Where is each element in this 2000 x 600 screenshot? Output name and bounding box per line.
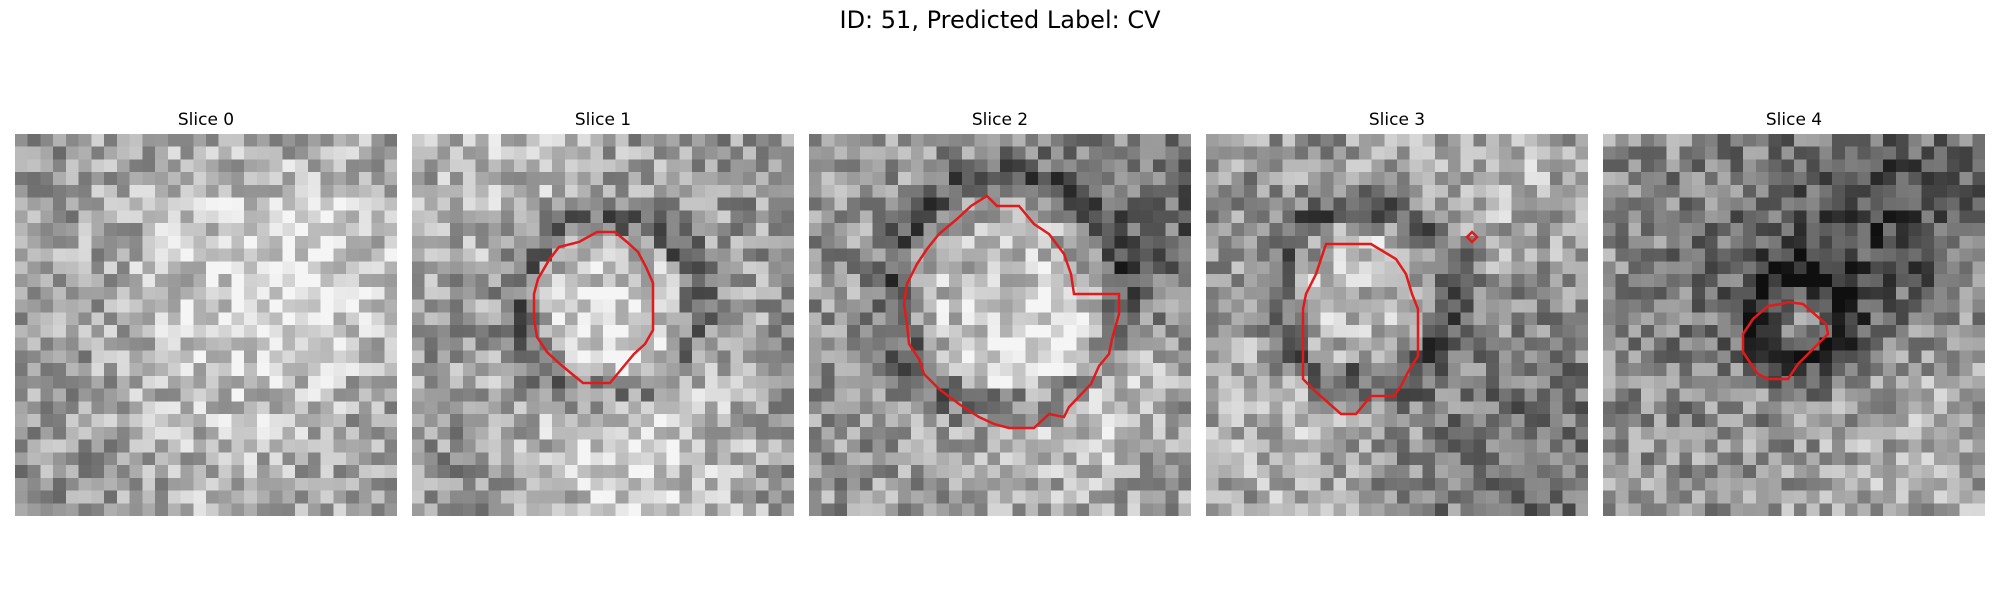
slice-title: Slice 1	[574, 110, 632, 130]
segmentation-contour	[532, 230, 655, 385]
grayscale-slice-image	[1206, 134, 1588, 516]
slice-image	[809, 134, 1191, 516]
segmentation-contour-overlay	[532, 230, 655, 385]
slice-panel-4: Slice 4	[1603, 110, 1985, 516]
slice-title: Slice 2	[971, 110, 1029, 130]
segmentation-contour	[1741, 300, 1830, 381]
segmentation-contour-overlay	[902, 194, 1121, 430]
slice-title: Slice 4	[1765, 110, 1823, 130]
grayscale-slice-image	[15, 134, 397, 516]
slice-image	[412, 134, 794, 516]
segmentation-contour-overlay	[1741, 300, 1830, 381]
segmentation-contour-small	[1465, 230, 1479, 244]
slice-image	[15, 134, 397, 516]
slice-panel-2: Slice 2	[809, 110, 1191, 516]
slice-panel-3: Slice 3	[1206, 110, 1588, 516]
grayscale-slice-image	[1603, 134, 1985, 516]
slice-title: Slice 0	[177, 110, 235, 130]
segmentation-contour	[1301, 242, 1420, 416]
segmentation-contour	[902, 194, 1121, 430]
slice-title: Slice 3	[1368, 110, 1426, 130]
segmentation-contour-overlay	[1301, 230, 1479, 416]
grayscale-slice-image	[809, 134, 1191, 516]
figure-title: ID: 51, Predicted Label: CV	[839, 6, 1161, 34]
slice-image	[1603, 134, 1985, 516]
grayscale-slice-image	[412, 134, 794, 516]
slice-panel-1: Slice 1	[412, 110, 794, 516]
slice-image	[1206, 134, 1588, 516]
slice-panel-0: Slice 0	[15, 110, 397, 516]
